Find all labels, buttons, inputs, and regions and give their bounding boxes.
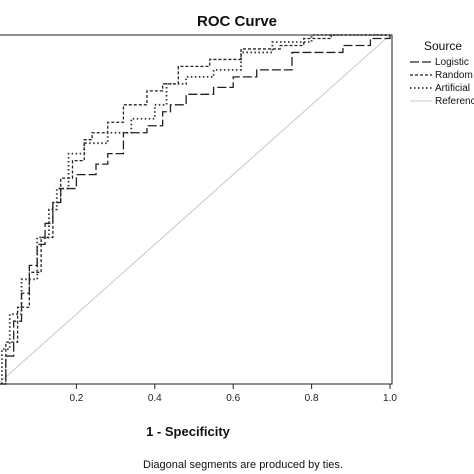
legend-label-reference: Reference [435, 96, 474, 107]
x-axis-label: 1 - Specificity [146, 424, 231, 439]
series-layer [0, 34, 391, 385]
legend-label-random: Random [435, 70, 473, 81]
series-line-artificial [0, 34, 390, 385]
chart-title: ROC Curve [197, 13, 277, 30]
legend: Logistic Random Artificial Reference [410, 57, 474, 107]
plot-frame [0, 34, 393, 385]
x-tick-label: 0.8 [305, 393, 319, 404]
x-tick-label: 1.0 [383, 393, 397, 404]
x-tick-label: 0.6 [226, 393, 240, 404]
legend-label-artificial: Artificial [435, 83, 470, 94]
x-tick-label: 0.2 [69, 393, 83, 404]
series-line-random [0, 34, 390, 385]
x-tick-label: 0.4 [148, 393, 162, 404]
legend-label-logistic: Logistic [435, 57, 469, 68]
series-line-reference [0, 34, 391, 383]
chart-footnote: Diagonal segments are produced by ties. [143, 459, 343, 471]
x-axis-ticks: 0.2 0.4 0.6 0.8 1.0 [69, 384, 397, 404]
legend-title: Source [424, 39, 462, 53]
